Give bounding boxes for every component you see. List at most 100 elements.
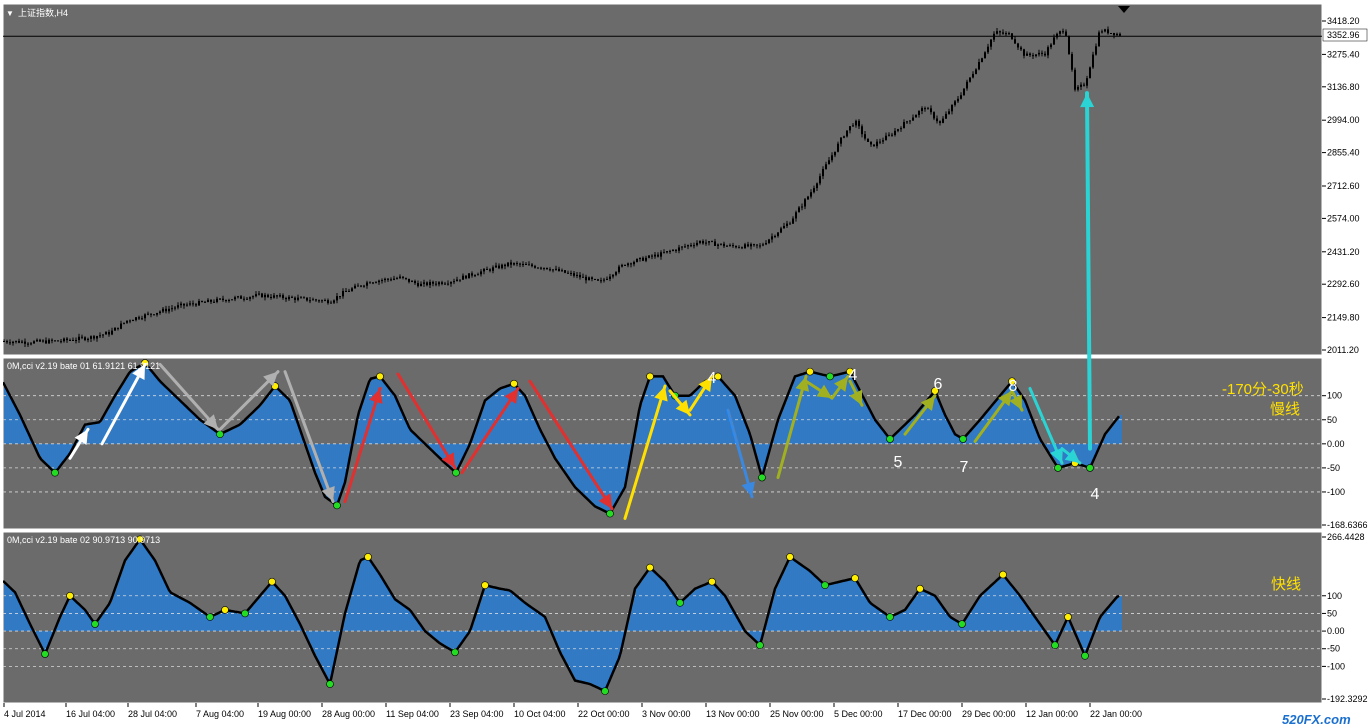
candle-body <box>573 273 575 276</box>
candle-body <box>624 264 626 266</box>
cci-slow-hist-bar <box>90 423 92 444</box>
candle-body <box>168 308 170 312</box>
cci-slow-hist-bar <box>916 413 918 444</box>
cci-slow-hist-bar <box>106 411 108 444</box>
cci-fast-hist-bar <box>398 601 400 632</box>
cci-slow-hist-bar <box>542 433 544 444</box>
cci-fast-hist-bar <box>910 602 912 632</box>
cci-slow-hist-bar <box>992 405 994 444</box>
cci-slow-hist-bar <box>760 443 762 471</box>
dropdown-triangle-icon[interactable]: ▼ <box>6 9 14 18</box>
cci-slow-hist-bar <box>50 443 52 468</box>
candle-body <box>1002 32 1004 34</box>
cci-fast-hist-bar <box>990 586 992 632</box>
blue-arrow-head <box>741 481 756 497</box>
cci-fast-peak-dot <box>221 606 229 614</box>
cci-fast-hist-bar <box>646 573 648 632</box>
candle-body <box>21 341 23 343</box>
wave-number-label: 8 <box>1009 378 1018 395</box>
cci-slow-hist-bar <box>418 437 420 444</box>
cci-fast-hist-bar <box>1000 577 1002 632</box>
cci-fast-hist-bar <box>490 586 492 632</box>
cci-fast-hist-bar <box>1024 601 1026 632</box>
cci-slow-hist-bar <box>198 417 200 444</box>
candle-body <box>183 303 185 306</box>
cci-fast-peak-dot <box>66 591 74 600</box>
cci-slow-hist-bar <box>130 371 132 444</box>
cci-fast-hist-bar <box>878 608 880 632</box>
cci-fast-hist-bar <box>288 601 290 632</box>
cci-fast-tick-label: 50 <box>1327 608 1337 618</box>
candle-body <box>48 339 50 344</box>
cci-slow-hist-bar <box>822 374 824 444</box>
cci-slow-hist-bar <box>576 443 578 489</box>
cci-slow-hist-bar <box>310 443 312 459</box>
cci-fast-hist-bar <box>902 611 904 632</box>
cci-slow-hist-bar <box>38 443 40 454</box>
candle-body <box>939 121 941 123</box>
cci-slow-hist-bar <box>184 404 186 444</box>
cci-fast-hist-bar <box>404 605 406 632</box>
time-tick-label: 22 Oct 00:00 <box>578 709 630 719</box>
candle-body <box>423 282 425 284</box>
candle-body <box>393 278 395 280</box>
cci-slow-hist-bar <box>1022 396 1024 444</box>
candle-body <box>366 282 368 286</box>
candle-body <box>177 305 179 308</box>
cci-slow-hist-bar <box>1014 384 1016 444</box>
cci-fast-hist-bar <box>458 631 460 649</box>
cci-fast-hist-bar <box>250 607 252 632</box>
cci-fast-hist-bar <box>1028 607 1030 632</box>
cci-slow-hist-bar <box>412 431 414 444</box>
price-axis[interactable] <box>1322 4 1368 703</box>
cci-fast-hist-bar <box>86 611 88 632</box>
candle-body <box>861 126 863 135</box>
cci-fast-hist-bar <box>772 600 774 632</box>
candle-body <box>906 121 908 123</box>
time-axis[interactable] <box>0 703 1368 728</box>
cci-fast-hist-bar <box>704 584 706 632</box>
cci-fast-hist-bar <box>428 631 430 634</box>
candle-body <box>534 266 536 268</box>
cci-slow-hist-bar <box>328 443 330 499</box>
candle-body <box>297 297 299 300</box>
cci-slow-hist-bar <box>940 402 942 444</box>
cci-slow-hist-bar <box>838 374 840 444</box>
candle-body <box>207 299 209 303</box>
cci-slow-hist-bar <box>56 443 58 472</box>
candle-body <box>597 279 599 281</box>
cci-fast-trough-dot <box>1081 652 1089 660</box>
cci-fast-hist-bar <box>132 550 134 632</box>
candle-body <box>354 285 356 289</box>
cci-fast-hist-bar <box>476 612 478 632</box>
candle-body <box>1086 78 1088 86</box>
candle-body <box>432 281 434 284</box>
cci-fast-hist-bar <box>770 607 772 632</box>
candle-body <box>426 282 428 286</box>
cci-slow-hist-bar <box>882 428 884 444</box>
candle-body <box>780 228 782 233</box>
cci-slow-hist-bar <box>720 378 722 444</box>
candle-body <box>822 168 824 177</box>
cci-slow-hist-bar <box>596 443 598 507</box>
cci-fast-hist-bar <box>394 597 396 632</box>
candle-body <box>945 113 947 119</box>
cci-slow-hist-bar <box>990 407 992 444</box>
cci-slow-trough-dot <box>333 501 341 510</box>
cci-slow-hist-bar <box>78 438 80 444</box>
candle-body <box>1050 44 1052 48</box>
candle-body <box>717 244 719 246</box>
cci-slow-hist-bar <box>1020 393 1022 444</box>
time-tick-label: 12 Jan 00:00 <box>1026 709 1078 719</box>
price-panel[interactable] <box>2 3 1323 356</box>
candle-body <box>1041 52 1043 54</box>
cci-slow-hist-bar <box>534 415 536 444</box>
cci-slow-hist-bar <box>662 376 664 444</box>
cci-slow-hist-bar <box>250 414 252 444</box>
scroll-marker-icon[interactable] <box>1118 6 1130 13</box>
cci-slow-hist-bar <box>88 424 90 444</box>
cci-slow-hist-bar <box>616 443 618 504</box>
red-arrow <box>343 386 382 504</box>
cci-slow-hist-bar <box>362 402 364 444</box>
